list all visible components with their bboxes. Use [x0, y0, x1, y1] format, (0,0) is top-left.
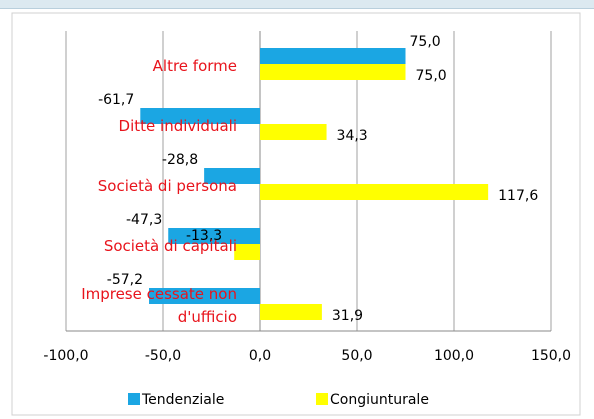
data-label: 31,9 — [332, 308, 363, 324]
x-tick-label: 50,0 — [341, 348, 372, 364]
bar — [260, 184, 489, 200]
data-label: -47,3 — [126, 212, 162, 228]
legend-swatch — [128, 393, 140, 405]
category-label: Società di capitali — [103, 236, 237, 255]
bar — [204, 168, 260, 184]
data-label: 117,6 — [498, 188, 538, 204]
data-label: -13,3 — [186, 228, 222, 244]
data-label: -57,2 — [107, 272, 143, 288]
x-tick-label: 100,0 — [434, 348, 474, 364]
bar — [149, 288, 260, 304]
x-tick-label: -50,0 — [145, 348, 181, 364]
bar — [260, 64, 406, 80]
legend-swatch — [316, 393, 328, 405]
bar — [168, 228, 260, 244]
bar — [234, 244, 260, 260]
category-label: Altre forme — [152, 56, 237, 75]
data-label: -28,8 — [162, 152, 198, 168]
x-tick-label: 150,0 — [531, 348, 571, 364]
bar — [140, 108, 260, 124]
data-label: 34,3 — [337, 128, 368, 144]
category-label: Imprese cessate non d'ufficio — [81, 285, 237, 326]
category-label: Ditte individuali — [118, 116, 237, 135]
bar — [260, 48, 406, 64]
x-tick-label: -100,0 — [43, 348, 88, 364]
legend-label: Tendenziale — [141, 392, 224, 408]
category-label: Società di persona — [97, 176, 237, 195]
legend-label: Congiunturale — [330, 392, 429, 408]
bar — [260, 124, 327, 140]
data-label: 75,0 — [416, 68, 447, 84]
data-label: -61,7 — [98, 92, 134, 108]
chart-border — [11, 12, 581, 416]
x-tick-label: 0,0 — [249, 348, 271, 364]
bar — [260, 304, 322, 320]
data-label: 75,0 — [410, 34, 441, 50]
chart: -100,0 -50,0 0,0 50,0 100,0 150,0 75,0 75,0 -61,… — [11, 12, 581, 416]
chart-frame: -100,0 -50,0 0,0 50,0 100,0 150,0 75,0 75,0 -61,… — [0, 8, 594, 419]
